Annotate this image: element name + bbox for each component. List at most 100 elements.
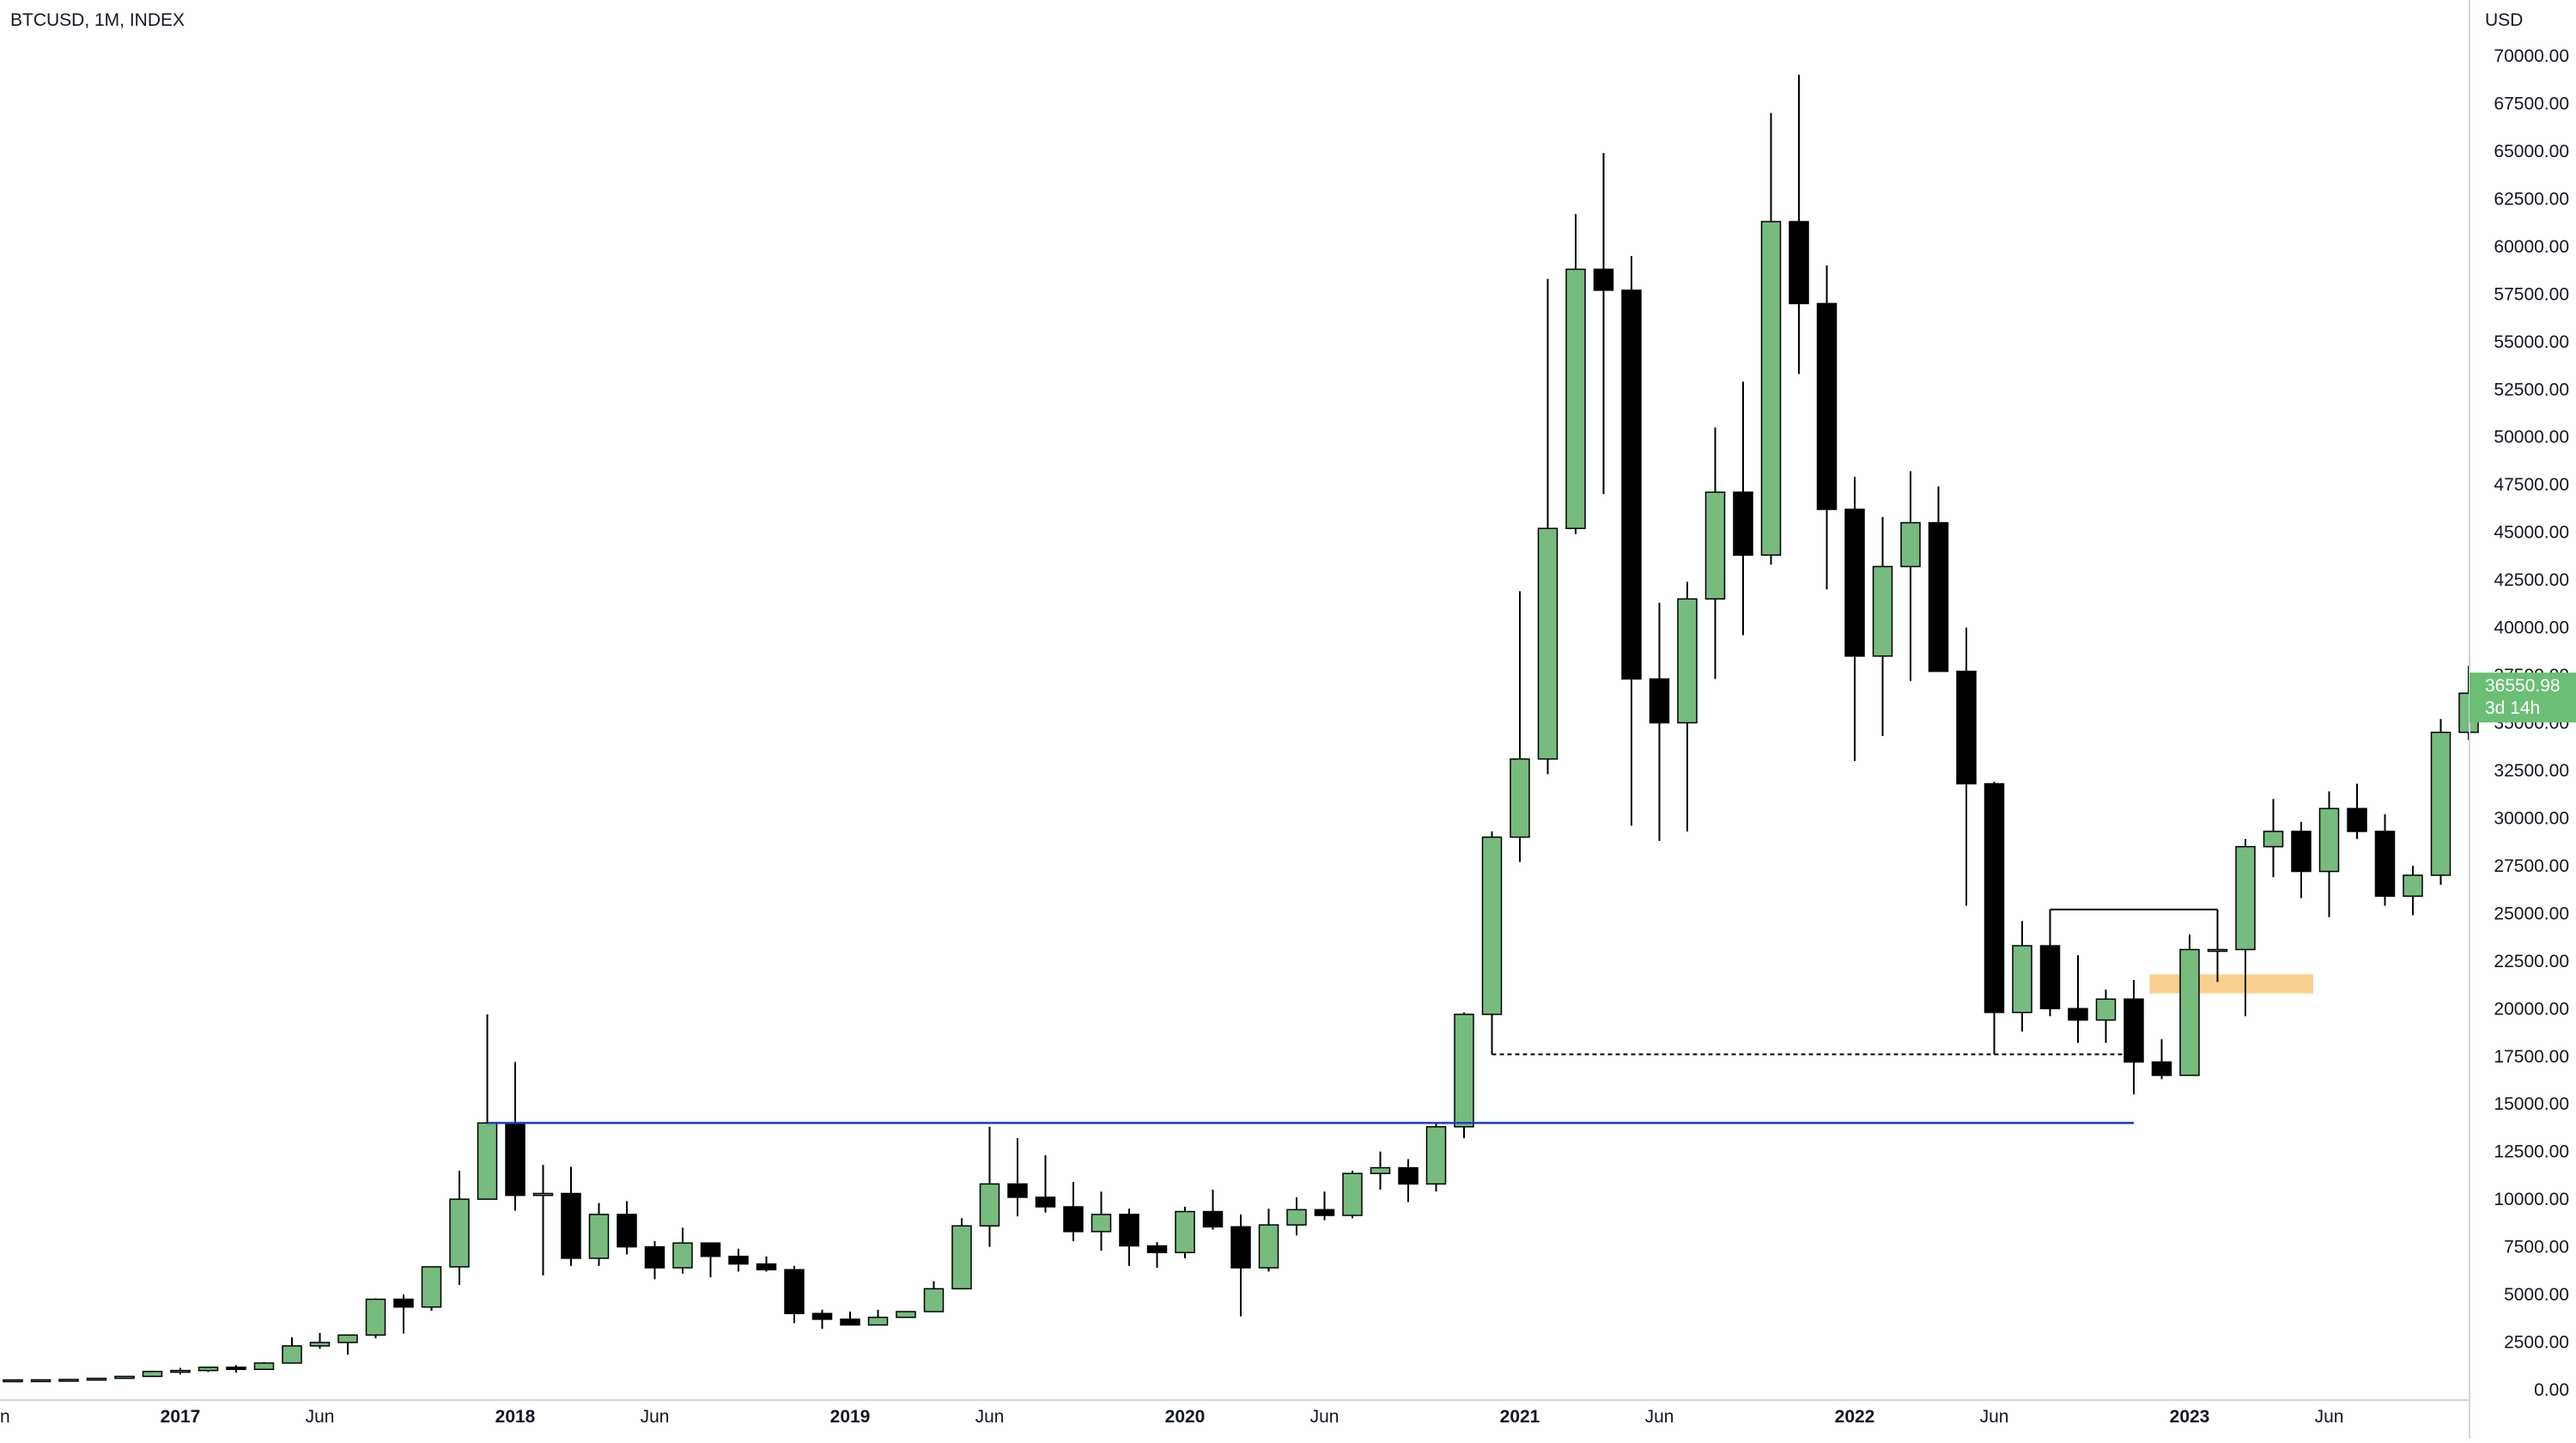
candle [2430, 719, 2451, 886]
time-tick-label: Jun [1310, 1407, 1340, 1427]
candle-body-down [2347, 807, 2367, 832]
candle [644, 1240, 665, 1280]
candle-body-down [1649, 678, 1670, 724]
candle [1789, 75, 1809, 374]
candle [728, 1248, 749, 1272]
candle-body-down [2374, 831, 2396, 898]
candle-body-down [1816, 302, 1838, 510]
price-tick-label: 12500.00 [2494, 1142, 2569, 1162]
candle-body-up [1091, 1214, 1112, 1233]
candle [1760, 113, 1782, 565]
price-tick-label: 47500.00 [2494, 475, 2569, 495]
candle-body-up [672, 1242, 693, 1269]
time-tick-label: 2021 [1500, 1407, 1540, 1427]
price-tick-label: 65000.00 [2494, 142, 2569, 161]
candle-body-down [1928, 521, 1949, 673]
candle [700, 1242, 721, 1278]
candle [2068, 955, 2088, 1044]
candle-body-up [2095, 998, 2117, 1021]
candle-body-up [365, 1298, 386, 1336]
candle-body-up [1677, 598, 1698, 724]
price-tick-label: 55000.00 [2494, 332, 2569, 352]
candle [197, 1367, 219, 1373]
time-tick-label: 2020 [1165, 1407, 1206, 1427]
candle [1677, 581, 1698, 831]
candle-body-up [2318, 807, 2340, 873]
candle [1286, 1196, 1307, 1236]
candle [1984, 782, 2005, 1055]
candle-body-down [1314, 1209, 1335, 1216]
price-tick-label: 17500.00 [2494, 1047, 2569, 1067]
candle [2374, 813, 2396, 906]
candle-body-up [142, 1370, 163, 1378]
candle [282, 1336, 302, 1364]
candle [449, 1170, 470, 1285]
candle [1370, 1151, 1391, 1190]
candle [2151, 1038, 2172, 1080]
price-tick-label: 57500.00 [2494, 284, 2569, 304]
price-tick-label: 50000.00 [2494, 428, 2569, 448]
candle-body-up [197, 1367, 219, 1372]
time-tick-label: Jun [2315, 1407, 2344, 1427]
candle [253, 1361, 275, 1371]
candle-body-up [449, 1198, 470, 1268]
time-tick-label: 2023 [2170, 1407, 2210, 1427]
candle [2179, 934, 2200, 1076]
candle-body-up [114, 1375, 135, 1379]
candle [617, 1201, 637, 1255]
price-tick-label: 60000.00 [2494, 237, 2569, 257]
candle-body-up [896, 1311, 916, 1318]
candle-body-up [1704, 491, 1726, 600]
candle [1900, 471, 1921, 681]
candle-body-up [337, 1334, 358, 1343]
price-tick-label: 67500.00 [2494, 94, 2569, 113]
candle-body-down [1146, 1245, 1168, 1254]
candle [2403, 865, 2423, 916]
time-tick-label: Jun [975, 1407, 1005, 1427]
time-tick-label: n [0, 1407, 10, 1427]
price-tick-label: 42500.00 [2494, 570, 2569, 590]
candle [114, 1375, 135, 1379]
candle-body-up [2179, 948, 2200, 1076]
candle-body-up [1454, 1014, 1474, 1128]
candle [1816, 265, 1838, 590]
candle [2318, 791, 2340, 917]
candle [923, 1281, 945, 1312]
candle [2291, 821, 2312, 898]
time-tick-label: Jun [641, 1407, 670, 1427]
candle [840, 1312, 860, 1326]
candle [2012, 921, 2032, 1032]
candle [896, 1311, 916, 1318]
candle [672, 1227, 693, 1274]
price-axis[interactable]: 0.00 2500.00 5000.00 7500.00 10000.00 12500.0… [2494, 46, 2569, 1400]
candle [1398, 1159, 1419, 1202]
candle [170, 1367, 191, 1375]
candle [1956, 627, 1977, 906]
candle-body-down [1230, 1226, 1251, 1269]
candle-body-down [2068, 1008, 2088, 1021]
price-tick-label: 32500.00 [2494, 761, 2569, 781]
candle-body-down [728, 1255, 749, 1265]
time-axis[interactable]: n 2017 Jun 2018 Jun 2019 Jun 2020 Jun 2021 Jun 2022… [0, 1407, 2343, 1427]
price-tick-label: 7500.00 [2504, 1238, 2569, 1257]
price-tick-label: 2500.00 [2504, 1333, 2569, 1353]
candle-body-down [1035, 1196, 1056, 1208]
candle-body-up [1175, 1210, 1195, 1254]
candle-body-up [477, 1122, 498, 1200]
price-tick-label: 62500.00 [2494, 189, 2569, 209]
candle [309, 1332, 331, 1349]
candle [1063, 1182, 1084, 1241]
support-zone [2149, 974, 2313, 994]
currency-label: USD [2485, 10, 2523, 30]
candle [2123, 980, 2144, 1095]
price-tick-label: 20000.00 [2494, 999, 2569, 1019]
candle-body-up [867, 1316, 889, 1326]
candle-body-down [2123, 998, 2144, 1063]
last-price-background [2470, 673, 2576, 723]
price-tick-label: 10000.00 [2494, 1190, 2569, 1209]
candle-body-up [1370, 1166, 1391, 1174]
price-tick-label: 30000.00 [2494, 808, 2569, 828]
candle-body-down [840, 1318, 860, 1326]
candle-body-down [505, 1122, 526, 1196]
